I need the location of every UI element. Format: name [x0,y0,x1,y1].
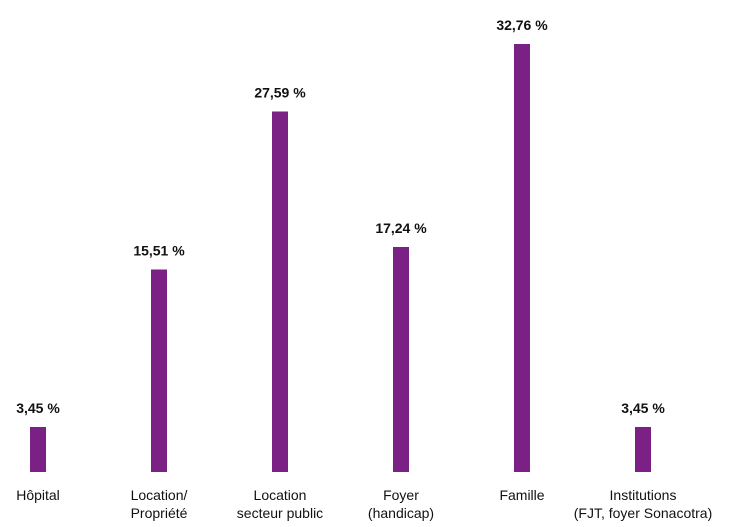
data-label: 17,24 % [375,220,427,236]
category-label: (handicap) [368,505,434,521]
data-label: 27,59 % [254,85,306,101]
category-label: secteur public [237,505,323,521]
category-label: Location/ [131,487,188,503]
category-label: Location [254,487,307,503]
category-label: (FJT, foyer Sonacotra) [574,505,713,521]
category-label: Institutions [610,487,677,503]
category-label: Propriété [131,505,188,521]
data-label: 3,45 % [621,400,665,416]
bar [30,426,46,472]
category-label: Famille [499,487,544,503]
data-label: 15,51 % [133,242,185,258]
bar [151,269,167,472]
category-label: Hôpital [16,487,60,503]
bar [393,246,409,472]
data-label: 32,76 % [496,17,548,33]
data-label: 3,45 % [16,400,60,416]
bar [514,44,530,472]
bar [272,111,288,473]
category-label: Foyer [383,487,419,503]
bar [635,426,651,472]
